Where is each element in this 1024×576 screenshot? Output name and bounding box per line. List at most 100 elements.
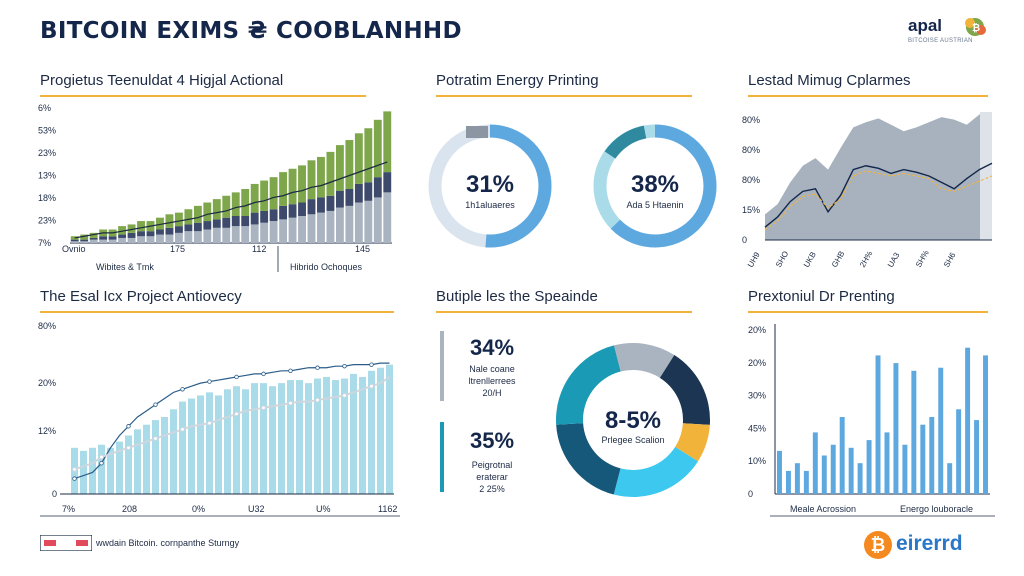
p3-ytick: 80% [742,115,760,125]
p1-bar [70,241,79,243]
p1-bar [174,226,183,233]
p1-bar [203,221,212,230]
p1-xtick: 145 [355,244,370,254]
p4-bar [188,398,195,494]
panel-rule-3 [748,95,988,97]
panel-rule-1 [40,95,366,97]
p1-bar [165,227,174,235]
p6-legend-1: Meale Acrossion [790,504,856,514]
p1-bar [250,183,259,213]
p4-point [180,387,185,392]
p4-bar [224,389,231,494]
p4-bar [233,386,240,494]
panel-rule-2 [436,95,692,97]
p1-bar [317,212,325,243]
p1-bar [137,236,145,243]
p1-bar [212,227,221,243]
p1-bar [269,209,278,222]
p5-stat-1-value: 34% [470,335,514,360]
page-title: BITCOIN EXIMS ₴ COOBLANHHD [40,18,462,44]
p1-bar [89,232,98,238]
p6-ytick: 10% [748,456,766,466]
p1-bar [298,216,306,243]
p3-xtick: SH% [914,249,931,269]
p4-xtick: U% [316,504,331,514]
p4-point [369,384,374,389]
p1-bar [354,202,363,243]
p1-bar [193,231,202,243]
p1-bar [137,231,145,237]
bitcoin-coin-icon: ₿ [864,531,892,559]
p1-bar [307,199,316,215]
p1-bar [354,183,363,203]
p1-bar [269,221,278,243]
p4-xtick: 1162 [378,504,397,514]
p4-bar [134,429,141,494]
p1-bar [241,226,250,243]
p5-stat-2-value: 35% [470,428,514,453]
p5-stat-1-bar [440,331,444,401]
p1-bar [146,236,155,243]
p1-bar [317,156,325,198]
p4-point [72,476,77,481]
p1-bar [269,177,278,210]
p1-bar [184,209,193,225]
p1-bar [354,133,363,184]
p3-xtick: UKB [802,250,818,269]
p6-bar [866,440,872,494]
p5-donut-slice [555,345,621,425]
p2-donut-2-arc [593,124,717,248]
p3-xtick: UH9 [746,250,762,269]
footer-brand-name: eirerrd [896,532,963,555]
p1-bar [373,119,382,178]
p1-bar [364,128,373,183]
p5-donut-slice [659,355,710,425]
p4-xtick: 208 [122,504,137,514]
p4-point [153,402,158,407]
p2-donut-1-cap [466,126,488,138]
p4-bar [143,424,150,494]
p1-bar [345,140,354,189]
p3-band [980,112,992,240]
p1-bar [288,168,297,205]
p4-point [99,454,104,460]
p1-bar [326,151,335,196]
p6-bar [938,367,944,494]
p1-ytick: 7% [38,238,51,248]
p1-bar [127,237,136,243]
p1-bar [307,214,316,243]
p1-bar [335,190,344,208]
p5-stat-1-line: 20/H [482,388,501,398]
p4-point [342,393,347,398]
p3-ytick: 0 [742,235,747,245]
p4-point [234,411,239,417]
panel-rule-6 [748,311,988,313]
p1-bar [146,231,155,237]
p1-bar [222,217,231,228]
p4-bar [215,395,222,494]
p1-bar [99,236,108,240]
p6-bar [848,447,854,494]
p4-point [315,365,320,370]
p4-bar [314,378,321,494]
p1-bar [279,205,288,220]
p3-xtick: SHO [774,249,790,269]
p1-bar [279,172,288,206]
p6-bar [974,420,980,494]
p6-bar [803,470,809,494]
p1-bar [108,236,117,240]
p4-bar [98,444,105,494]
p4-bar [197,395,204,494]
p1-bar [212,219,221,228]
p4-point [99,461,104,466]
p2-donut-1-value: 31% [466,171,514,198]
p1-bar [326,195,335,211]
p1-bar [335,207,344,243]
p4-bar [305,383,312,494]
p2-donut-2-value: 38% [631,171,679,198]
p1-bar [193,205,202,223]
p1-ytick: 23% [38,148,56,158]
p3-xtick: 2H% [858,249,874,269]
p4-xtick: U32 [248,504,265,514]
